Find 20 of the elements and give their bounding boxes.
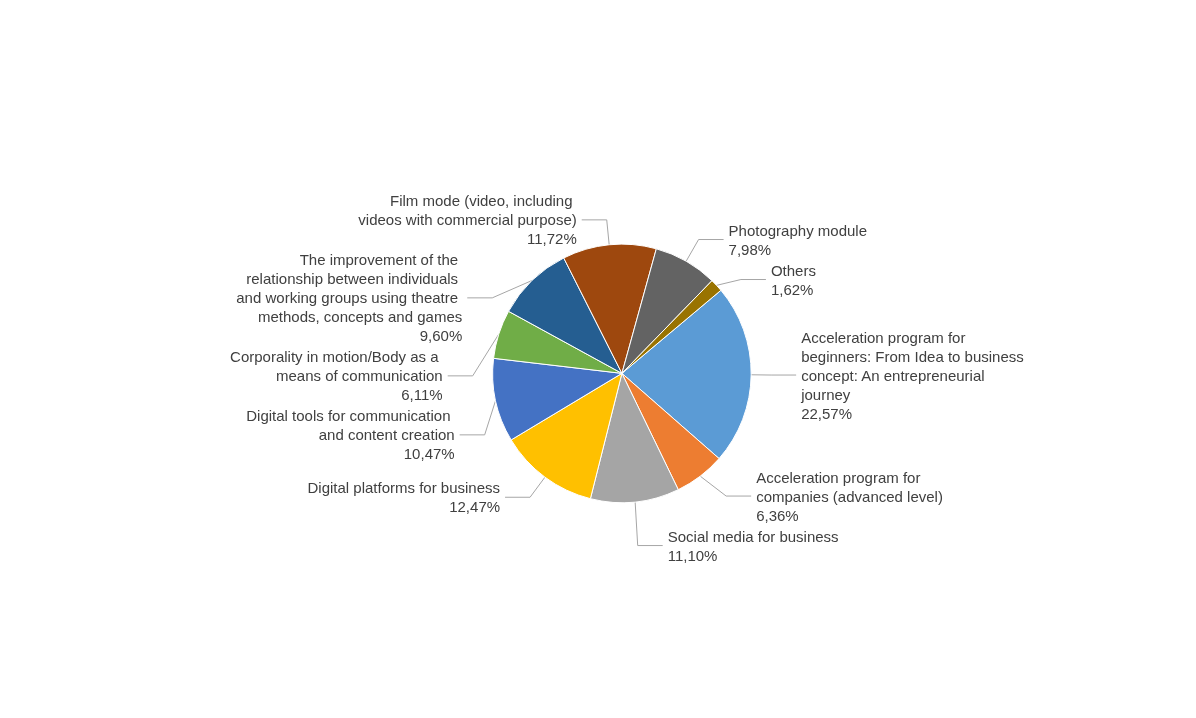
slice-label: Film mode (video, including videos with commercial purpose)	[358, 192, 577, 229]
slice-label: Social media for business	[667, 527, 839, 545]
slice-label: Acceleration program for beginners: From Idea to business concept: An entrepreneurial journey	[800, 328, 1028, 403]
data-label: 6,36%	[756, 506, 799, 524]
data-label: 9,60%	[419, 327, 463, 345]
slice-label: Corporality in motion/Body as a means of communication	[230, 348, 443, 385]
data-label: 7,98%	[728, 240, 772, 258]
slice-label: Digital tools for communication and content creation	[246, 407, 455, 444]
slice-label: Others	[770, 261, 816, 279]
slice-label: The improvement of the relationship between individuals and working groups using theatre methods, concepts and games	[236, 251, 463, 326]
slice-label: Photography module	[728, 221, 868, 239]
data-label: 10,47%	[403, 445, 455, 463]
data-label: 1,62%	[770, 280, 814, 298]
slice-label: Digital platforms for business	[307, 479, 501, 497]
data-label: 11,72%	[526, 230, 577, 248]
data-label: 6,11%	[401, 386, 443, 404]
slice-label: Acceleration program for companies (advanced level)	[756, 468, 943, 505]
data-label: 11,10%	[667, 546, 718, 564]
data-label: 22,57%	[801, 404, 853, 422]
data-label: 12,47%	[449, 498, 501, 516]
